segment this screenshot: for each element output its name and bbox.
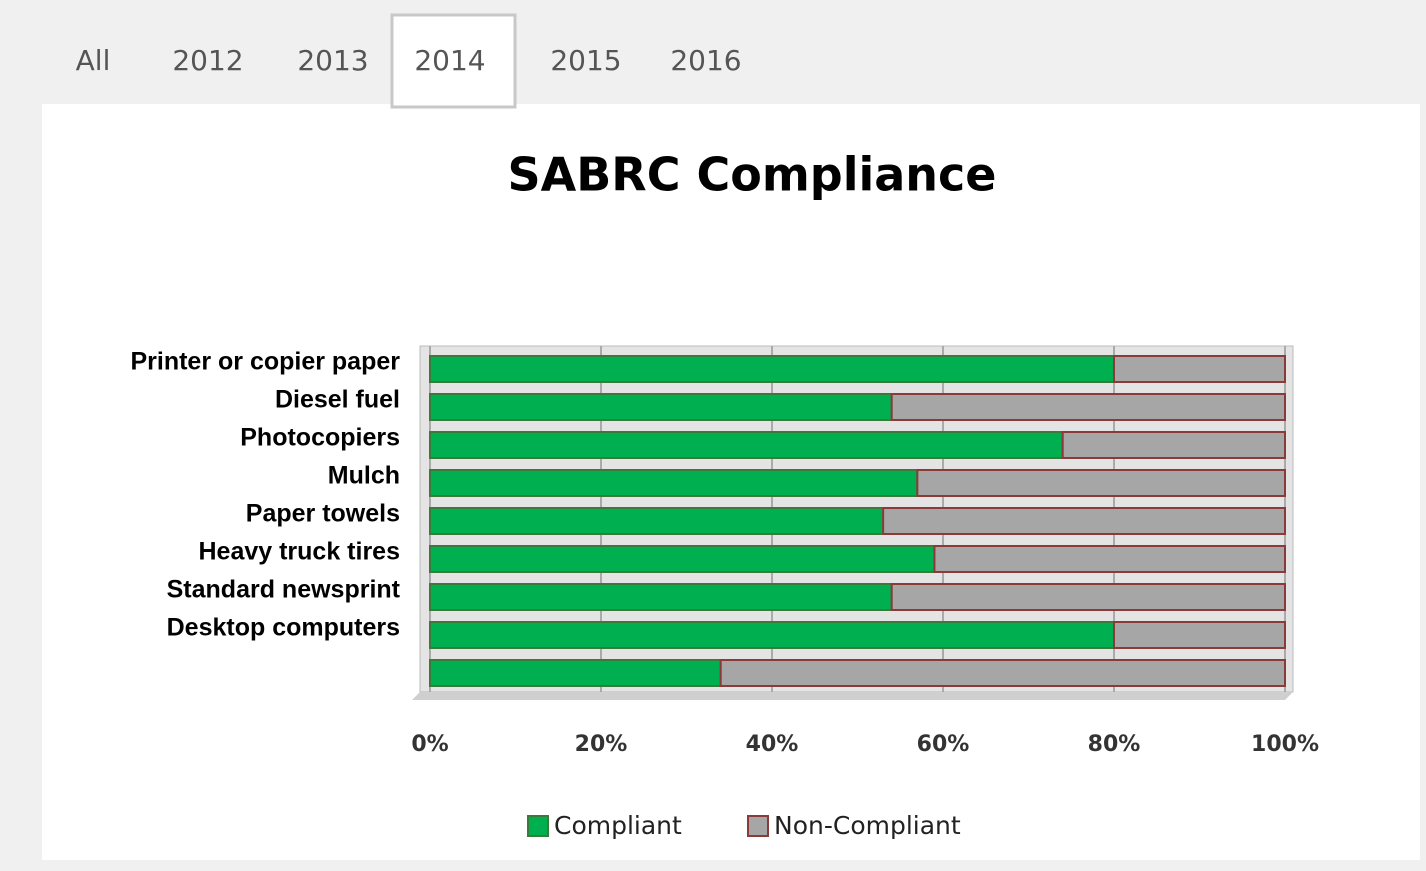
- bar-segment: [916, 469, 1286, 497]
- bar-segment: [429, 393, 893, 421]
- tab[interactable]: All: [76, 44, 111, 77]
- category-label: Heavy truck tires: [198, 538, 400, 566]
- category-label: Paper towels: [246, 500, 400, 528]
- x-tick-label: 40%: [746, 732, 799, 757]
- bar-segment: [882, 507, 1287, 535]
- category-label: Diesel fuel: [275, 386, 400, 414]
- bar-segment: [429, 583, 893, 611]
- legend-swatch: [527, 815, 549, 837]
- tab[interactable]: 2016: [670, 44, 741, 77]
- legend-label: Compliant: [554, 811, 682, 840]
- chart: 0% 20% 40% 60% 80% 100% Printer or copier pape…: [130, 345, 1319, 840]
- bar-segment: [429, 431, 1064, 459]
- x-tick-label: 80%: [1088, 732, 1141, 757]
- bar-segment: [890, 583, 1286, 611]
- category-label: Mulch: [328, 462, 400, 490]
- bar-segment: [429, 507, 885, 535]
- category-label: Photocopiers: [240, 424, 400, 452]
- tab[interactable]: 2013: [297, 44, 368, 77]
- x-tick-label: 100%: [1251, 732, 1319, 757]
- tab[interactable]: 2012: [172, 44, 243, 77]
- legend-label: Non-Compliant: [774, 811, 961, 840]
- category-label: Printer or copier paper: [130, 348, 400, 376]
- x-tick-label: 0%: [411, 732, 448, 757]
- bar-segment: [429, 355, 1115, 383]
- bar-segment: [429, 545, 936, 573]
- x-tick-label: 20%: [575, 732, 628, 757]
- x-tick-label: 60%: [917, 732, 970, 757]
- category-label: Standard newsprint: [167, 576, 401, 604]
- legend-swatch: [747, 815, 769, 837]
- bar-segment: [933, 545, 1286, 573]
- tab[interactable]: 2014: [414, 44, 485, 77]
- tab[interactable]: 2015: [550, 44, 621, 77]
- bar-segment: [1113, 355, 1286, 383]
- bar-segment: [429, 469, 919, 497]
- chart-title: SABRC Compliance: [508, 148, 997, 202]
- active-tab: [390, 13, 517, 109]
- plot-floor: [412, 692, 1293, 700]
- bar-segment: [429, 621, 1115, 649]
- tab-bar: All 2012 2013 2014 2015 2016: [76, 13, 742, 109]
- category-label: Desktop computers: [167, 614, 400, 642]
- bar-segment: [1061, 431, 1286, 459]
- bar-segment: [890, 393, 1286, 421]
- bar-segment: [719, 659, 1286, 687]
- bar-segment: [1113, 621, 1286, 649]
- bar-segment: [429, 659, 722, 687]
